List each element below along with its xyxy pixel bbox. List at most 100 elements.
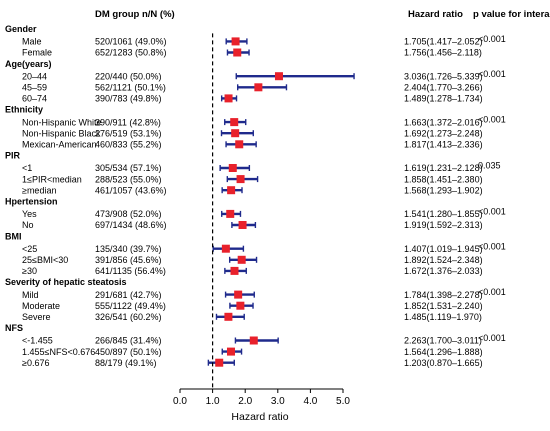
row-count: 697/1434 (48.6%) <box>95 220 167 230</box>
row-label: Non-Hispanic White <box>22 117 102 127</box>
row-hr-value: 3.036(1.726–5.339) <box>404 71 483 81</box>
row-label: 60–74 <box>22 94 47 104</box>
row-label: <-1.455 <box>22 336 53 346</box>
row-count: 390/783 (49.8%) <box>95 94 162 104</box>
row-hr-value: 2.263(1.700–3.011) <box>404 336 482 346</box>
row-count: 390/911 (42.8%) <box>95 117 161 127</box>
row-count: 473/908 (52.0%) <box>95 209 162 219</box>
header-p-value: p value for interaction <box>473 9 550 20</box>
row-label: ≥median <box>22 185 56 195</box>
row-hr-value: 1.705(1.417–2.052) <box>404 37 483 47</box>
row-count: 326/541 (60.2%) <box>95 312 162 322</box>
p-value: <0.001 <box>478 69 506 79</box>
row-hr-value: 1.672(1.376–2.033) <box>404 266 483 276</box>
row-count: 450/897 (50.1%) <box>95 347 162 357</box>
hazard-ratio-marker <box>230 266 239 275</box>
hazard-ratio-marker <box>224 94 233 103</box>
p-value: <0.001 <box>478 34 506 44</box>
row-count: 220/440 (50.0%) <box>95 71 162 81</box>
row-label: No <box>22 220 34 230</box>
row-count: 305/534 (57.1%) <box>95 163 162 173</box>
header-dm-group: DM group n/N (%) <box>95 9 175 20</box>
row-label: Male <box>22 37 42 47</box>
row-count: 276/519 (53.1%) <box>95 128 162 138</box>
row-count: 562/1121 (50.1%) <box>95 83 166 93</box>
row-hr-value: 1.756(1.456–2.118) <box>404 48 482 58</box>
hazard-ratio-marker <box>233 48 242 57</box>
group-label: Gender <box>5 24 37 34</box>
row-hr-value: 2.404(1.770–3.266) <box>404 83 483 93</box>
hazard-ratio-marker <box>230 118 239 127</box>
row-label: 1≤PIR<median <box>22 174 82 184</box>
group-label: Ethnicity <box>5 105 43 115</box>
row-hr-value: 1.485(1.119–1.970) <box>404 312 482 322</box>
p-value: <0.001 <box>478 207 506 217</box>
row-label: 25≤BMI<30 <box>22 255 68 265</box>
row-count: 88/179 (49.1%) <box>95 358 157 368</box>
row-hr-value: 1.817(1.413–2.336) <box>404 140 483 150</box>
x-tick-label: 1.0 <box>206 396 220 407</box>
row-label: Moderate <box>22 301 60 311</box>
row-hr-value: 1.919(1.592–2.313) <box>404 220 483 230</box>
plot-body: Gender Male 520/1061 (49.0%) 1.705(1.417–2.… <box>5 24 506 368</box>
row-label: Yes <box>22 209 37 219</box>
row-hr-value: 1.784(1.398–2.278) <box>404 290 483 300</box>
row-count: 135/340 (39.7%) <box>95 244 162 254</box>
row-count: 391/856 (45.6%) <box>95 255 162 265</box>
p-value: <0.001 <box>478 241 506 251</box>
hazard-ratio-marker <box>234 290 243 299</box>
hazard-ratio-marker <box>274 72 283 81</box>
row-hr-value: 1.858(1.451–2.380) <box>404 174 483 184</box>
row-label: 45–59 <box>22 83 47 93</box>
x-tick-label: 0.0 <box>173 396 187 407</box>
row-hr-value: 1.407(1.019–1.945) <box>404 244 483 254</box>
p-value: <0.001 <box>478 115 506 125</box>
hazard-ratio-marker <box>231 37 240 46</box>
row-hr-value: 1.564(1.296–1.888) <box>404 347 483 357</box>
group-label: Age(years) <box>5 59 52 69</box>
row-label: Severe <box>22 312 51 322</box>
row-count: 266/845 (31.4%) <box>95 336 162 346</box>
row-hr-value: 1.203(0.870–1.665) <box>404 358 483 368</box>
hazard-ratio-marker <box>227 186 236 195</box>
row-label: Non-Hispanic Black <box>22 128 101 138</box>
x-axis-label: Hazard ratio <box>231 411 288 423</box>
row-count: 460/833 (55.2%) <box>95 140 162 150</box>
row-count: 555/1122 (49.4%) <box>95 301 166 311</box>
row-hr-value: 1.619(1.231–2.128) <box>404 163 483 173</box>
row-count: 288/523 (55.0%) <box>95 174 162 184</box>
hazard-ratio-marker <box>221 244 230 253</box>
hazard-ratio-marker <box>238 221 247 229</box>
p-value: <0.001 <box>478 333 506 343</box>
row-hr-value: 1.852(1.531–2.240) <box>404 301 483 311</box>
hazard-ratio-marker <box>228 164 237 172</box>
row-label: ≥30 <box>22 266 37 276</box>
row-label: <1 <box>22 163 32 173</box>
hazard-ratio-marker <box>236 301 245 310</box>
group-label: Hpertension <box>5 197 58 207</box>
x-tick-label: 4.0 <box>303 396 317 407</box>
x-tick-label: 2.0 <box>238 396 252 407</box>
group-label: Severity of hepatic steatosis <box>5 277 127 287</box>
row-hr-value: 1.541(1.280–1.855) <box>404 209 483 219</box>
row-hr-value: 1.692(1.273–2.248) <box>404 128 483 138</box>
x-tick-label: 5.0 <box>336 396 350 407</box>
hazard-ratio-marker <box>237 255 246 264</box>
hazard-ratio-marker <box>226 209 235 218</box>
hazard-ratio-marker <box>254 83 263 92</box>
group-label: PIR <box>5 151 21 161</box>
group-label: NFS <box>5 323 23 333</box>
hazard-ratio-marker <box>224 312 233 321</box>
p-value: 0.035 <box>478 161 501 171</box>
row-count: 291/681 (42.7%) <box>95 290 162 300</box>
group-label: BMI <box>5 231 22 241</box>
row-label: Mexican-American <box>22 140 97 150</box>
row-label: Female <box>22 48 52 58</box>
hazard-ratio-marker <box>226 347 235 356</box>
row-label: ≥0.676 <box>22 358 49 368</box>
x-axis: 0.0 1.0 2.0 3.0 4.0 5.0 <box>173 33 350 407</box>
row-count: 461/1057 (43.6%) <box>95 185 167 195</box>
row-label: <25 <box>22 244 37 254</box>
row-hr-value: 1.489(1.278–1.734) <box>404 94 483 104</box>
